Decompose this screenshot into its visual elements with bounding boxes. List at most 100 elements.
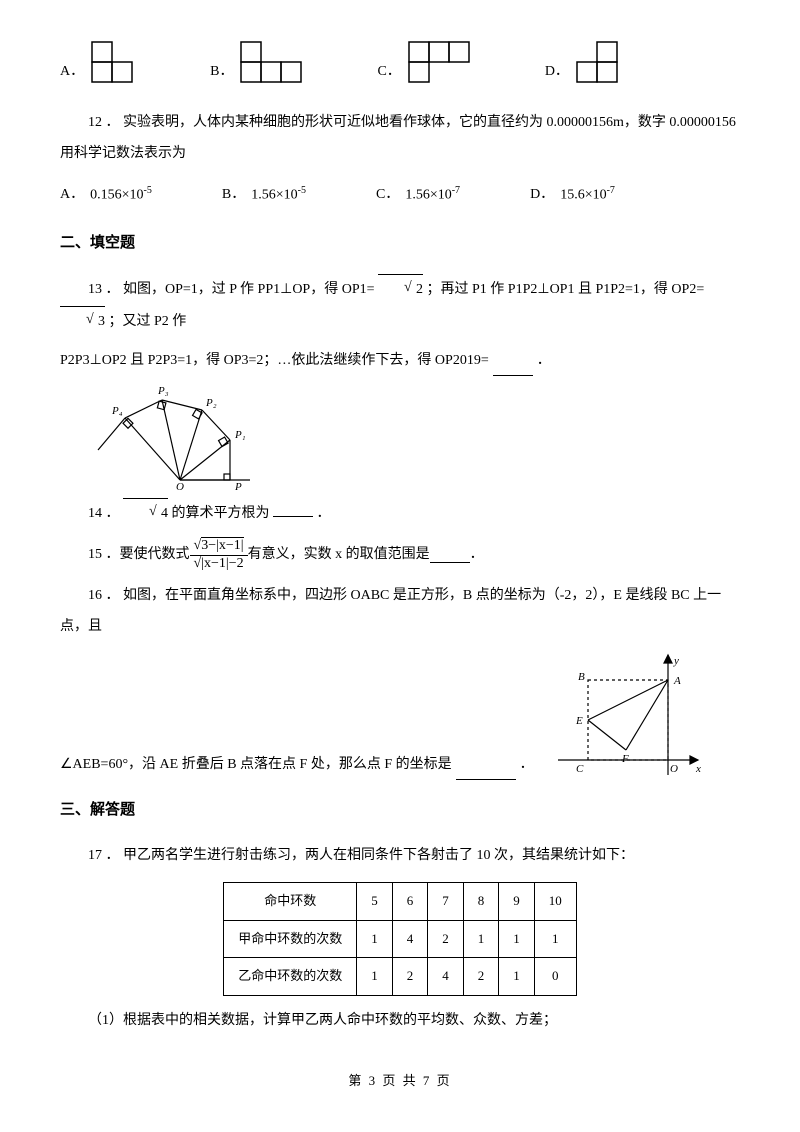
th5: 9 (499, 883, 535, 921)
fig-O: O (176, 481, 184, 490)
fig-P2: P₂ (205, 397, 217, 409)
q17-text: 17 ． 甲乙两名学生进行射击练习，两人在相同条件下各射击了 10 次，其结果统… (60, 841, 740, 872)
lbl-x: x (695, 763, 701, 775)
q17-table: 命中环数 5 6 7 8 9 10 甲命中环数的次数 1 4 2 1 1 1 乙… (223, 882, 577, 996)
q12-num: 12 ． (88, 115, 120, 130)
q12-c-exp: -7 (452, 185, 460, 196)
q17-body: 甲乙两名学生进行射击练习，两人在相同条件下各射击了 10 次，其结果统计如下： (123, 848, 634, 863)
q16-t2: ∠AEB=60°，沿 AE 折叠后 B 点落在点 F 处，那么点 F 的坐标是 (60, 750, 452, 781)
q13-t2: ；再过 P1 作 P1P2⊥OP1 且 P1P2=1，得 OP2= (427, 282, 705, 297)
opt-d-label: D． (545, 57, 569, 88)
sqrt2: 2 (378, 274, 423, 306)
q16-blank[interactable] (456, 765, 516, 780)
q16-t1: 如图，在平面直角坐标系中，四边形 OABC 是正方形，B 点的坐标为（-2，2）… (60, 588, 721, 634)
lbl-O: O (670, 763, 678, 775)
q12-opt-d: D． 15.6×10-7 (530, 180, 615, 211)
th4: 8 (463, 883, 499, 921)
q16-figure: y x A B C E F O (548, 650, 708, 780)
q13-blank[interactable] (493, 361, 533, 376)
lbl-y: y (673, 655, 679, 667)
q15-num: 15 ． (88, 540, 120, 571)
lbl-C: C (576, 763, 584, 775)
q15-blank[interactable] (430, 548, 470, 563)
opt-b-label: B． (210, 57, 233, 88)
q13-t4: P2P3⊥OP2 且 P2P3=1，得 OP3=2；…依此法继续作下去，得 OP… (60, 346, 489, 377)
r1c3: 2 (428, 920, 464, 958)
r1c2: 4 (392, 920, 428, 958)
sqrt4-val: 4 (161, 506, 168, 521)
q16-line1: 16 ． 如图，在平面直角坐标系中，四边形 OABC 是正方形，B 点的坐标为（… (60, 581, 740, 643)
r1c6: 1 (534, 920, 576, 958)
q12-text: 12 ． 实验表明，人体内某种细胞的形状可近似地看作球体，它的直径约为 0.00… (60, 108, 740, 170)
section-2: 二、填空题 (60, 227, 740, 260)
q12-a-base: 0.156×10 (90, 187, 143, 202)
q12-d-val: 15.6×10-7 (560, 180, 615, 211)
q12-b-val: 1.56×10-5 (251, 180, 306, 211)
q17-num: 17 ． (88, 848, 120, 863)
sqrt2-val: 2 (416, 282, 423, 297)
th3: 7 (428, 883, 464, 921)
q15: 15 ． 要使代数式 √3−|x−1| √|x−1|−2 有意义，实数 x 的取… (88, 538, 740, 573)
r1c1: 1 (357, 920, 393, 958)
q16-end: ． (520, 750, 534, 781)
q12-d-exp: -7 (607, 185, 615, 196)
q14-text: 的算术平方根为 (172, 506, 270, 521)
q12-c-val: 1.56×10-7 (405, 180, 460, 211)
r1c0: 甲命中环数的次数 (224, 920, 357, 958)
r2c3: 4 (428, 958, 464, 996)
q13-num: 13 ． (88, 282, 120, 297)
q15-frac: √3−|x−1| √|x−1|−2 (190, 538, 248, 573)
shape-a (90, 40, 140, 88)
q12-a-exp: -5 (144, 185, 152, 196)
fig-P1: P₁ (234, 429, 246, 441)
th6: 10 (534, 883, 576, 921)
q13-figure: O P P₁ P₂ P₃ P₄ (80, 380, 260, 490)
q12-opt-c: C． 1.56×10-7 (376, 180, 460, 211)
q15-end: ． (470, 540, 484, 571)
sqrt4: 4 (123, 498, 168, 530)
lbl-F: F (621, 753, 629, 765)
q12-opt-a: A． 0.156×10-5 (60, 180, 152, 211)
q13-t5: ． (537, 346, 551, 377)
shape-c (407, 40, 475, 88)
fig-P3: P₃ (157, 385, 169, 397)
fig-P: P (234, 481, 242, 490)
section-3: 三、解答题 (60, 794, 740, 827)
sqrt3: 3 (60, 306, 105, 338)
q15-t2: 有意义，实数 x 的取值范围是 (248, 540, 430, 571)
opt-d: D． (545, 40, 625, 88)
q12-c-base: 1.56×10 (405, 187, 451, 202)
shape-b (239, 40, 307, 88)
q12-b-base: 1.56×10 (251, 187, 297, 202)
q15-num-expr: 3−|x−1| (201, 537, 243, 553)
q15-numerator: √3−|x−1| (190, 538, 248, 556)
q14-end: ． (317, 506, 331, 521)
r2c1: 1 (357, 958, 393, 996)
q12-opt-b: B． 1.56×10-5 (222, 180, 306, 211)
r2c6: 0 (534, 958, 576, 996)
th2: 6 (392, 883, 428, 921)
opt-c-label: C． (377, 57, 400, 88)
q12-a-val: 0.156×10-5 (90, 180, 152, 211)
q16-line2: ∠AEB=60°，沿 AE 折叠后 B 点落在点 F 处，那么点 F 的坐标是 … (60, 650, 740, 780)
q12-c-label: C． (376, 180, 399, 211)
q13-line2: P2P3⊥OP2 且 P2P3=1，得 OP3=2；…依此法继续作下去，得 OP… (60, 346, 740, 491)
q13-line1: 13 ． 如图，OP=1，过 P 作 PP1⊥OP，得 OP1= 2 ；再过 P… (60, 274, 740, 338)
q14-blank[interactable] (273, 502, 313, 517)
shape-d (575, 40, 625, 88)
q11-option-row: A． B． C． (60, 40, 740, 88)
r2c5: 1 (499, 958, 535, 996)
q13-t3: ；又过 P2 作 (109, 314, 187, 329)
opt-a-label: A． (60, 57, 84, 88)
q12-b-exp: -5 (298, 185, 306, 196)
q14-num: 14 ． (88, 506, 120, 521)
lbl-B: B (578, 671, 585, 683)
q15-den-expr: |x−1|−2 (201, 555, 243, 571)
opt-c: C． (377, 40, 474, 88)
q17-sub: （1）根据表中的相关数据，计算甲乙两人命中环数的平均数、众数、方差； (60, 1006, 740, 1037)
q12-body: 实验表明，人体内某种细胞的形状可近似地看作球体，它的直径约为 0.0000015… (60, 115, 736, 161)
r2c2: 2 (392, 958, 428, 996)
table-row: 乙命中环数的次数 1 2 4 2 1 0 (224, 958, 577, 996)
q12-a-label: A． (60, 180, 84, 211)
r1c5: 1 (499, 920, 535, 958)
